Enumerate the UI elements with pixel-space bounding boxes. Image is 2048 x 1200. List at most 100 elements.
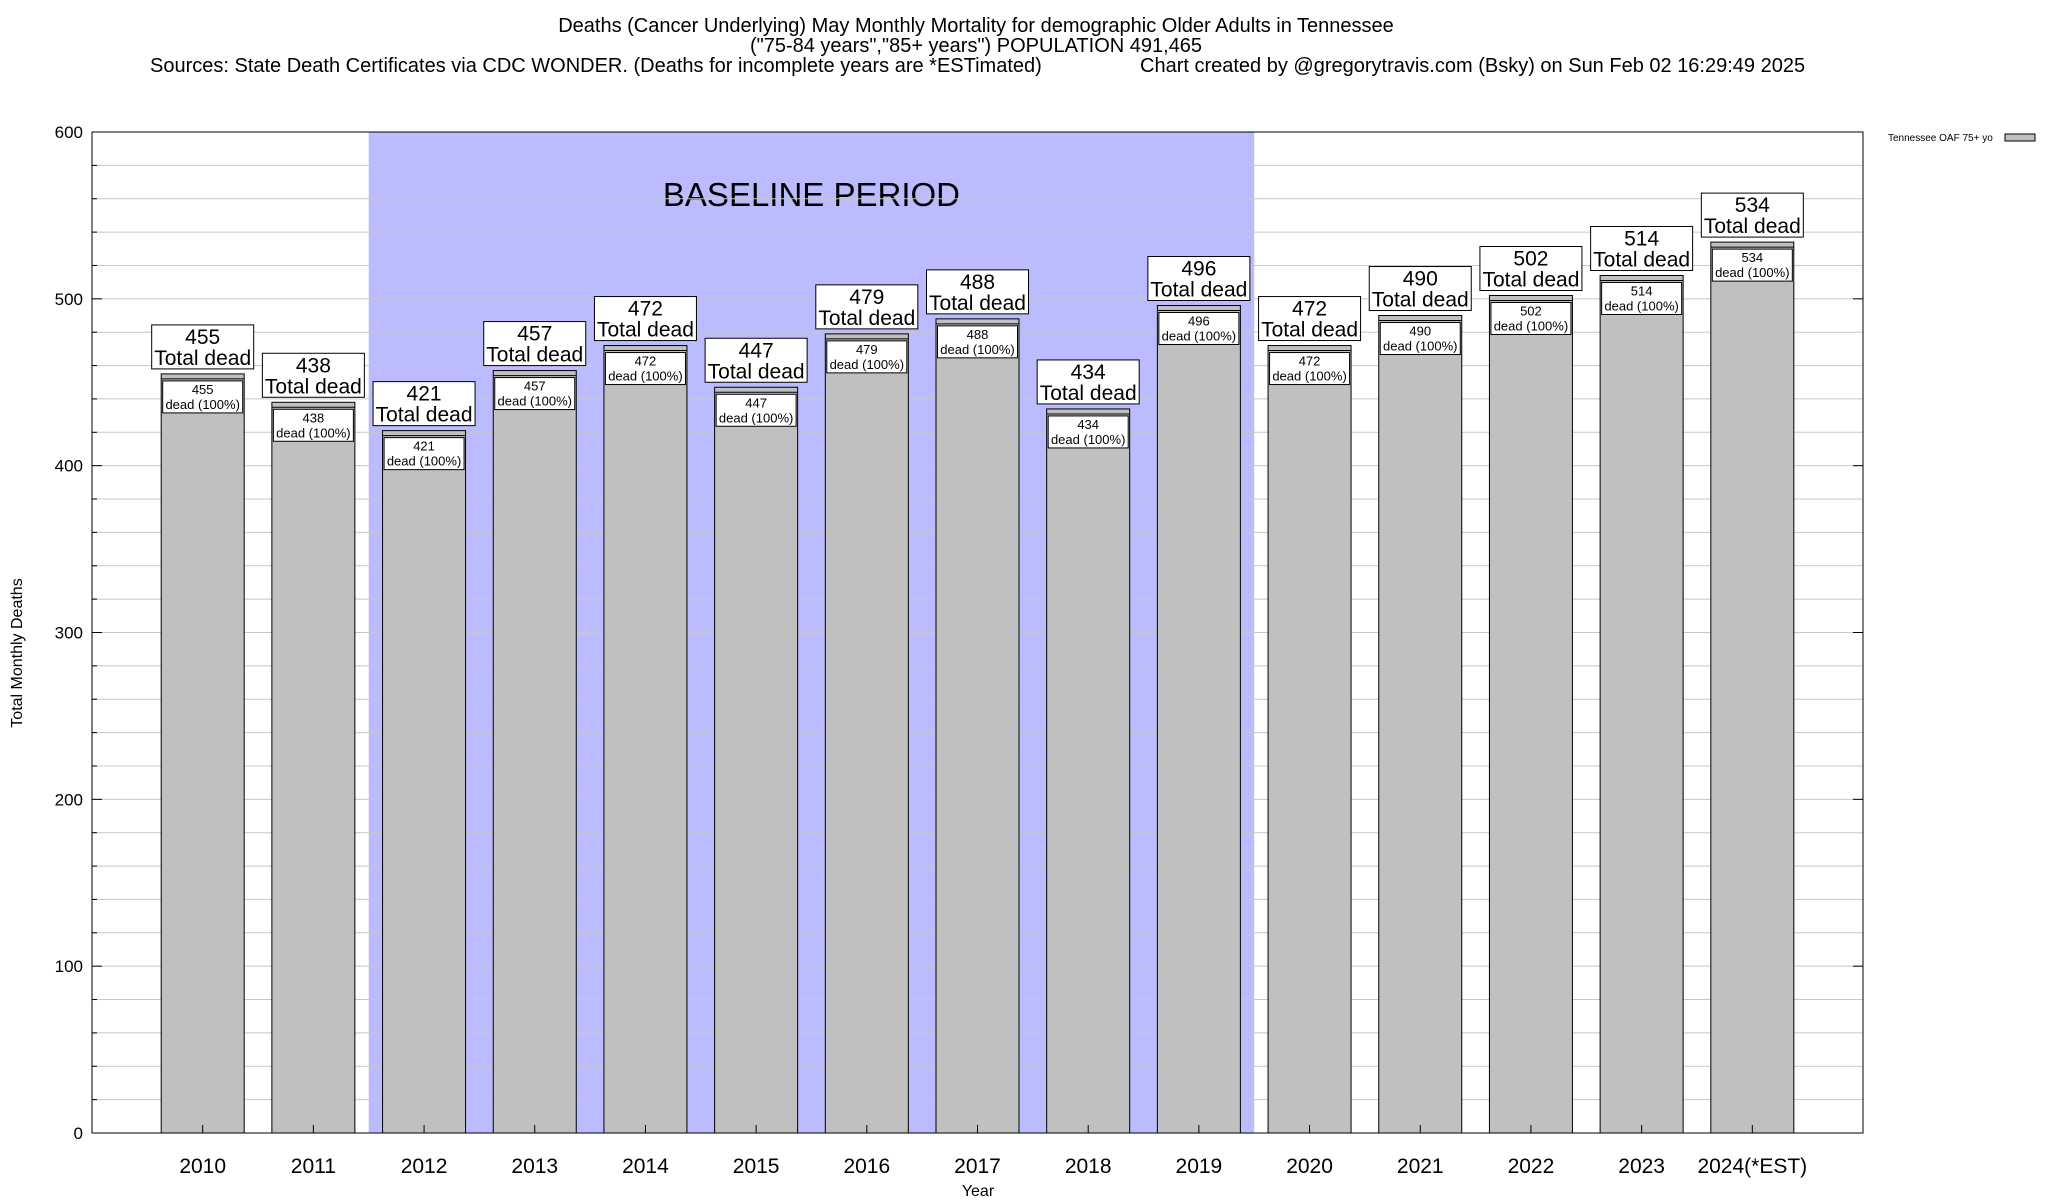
total-label-text: Total dead	[1704, 215, 1801, 238]
total-label-value: 488	[960, 271, 995, 294]
total-label-text: Total dead	[818, 307, 915, 330]
x-tick-label: 2019	[1176, 1155, 1223, 1178]
inner-label-text: dead (100%)	[608, 369, 682, 384]
total-label-box	[372, 381, 476, 427]
total-label-value: 514	[1624, 227, 1659, 250]
total-label-text: Total dead	[1482, 268, 1579, 291]
total-label-text: Total dead	[1040, 382, 1137, 405]
inner-label-text: dead (100%)	[1272, 369, 1346, 384]
chart-credit: Chart created by @gregorytravis.com (Bsk…	[1140, 55, 1805, 77]
total-label-box	[151, 324, 255, 370]
total-label-box	[261, 352, 365, 398]
inner-label-box	[1269, 352, 1351, 386]
inner-label-box	[715, 393, 797, 427]
total-label-text: Total dead	[1372, 289, 1469, 312]
inner-label-text: dead (100%)	[719, 410, 793, 425]
x-tick-label: 2015	[733, 1155, 780, 1178]
inner-label-value: 421	[413, 439, 435, 454]
inner-label-box	[1711, 248, 1793, 282]
total-label-text: Total dead	[486, 344, 583, 367]
inner-label-value: 514	[1631, 283, 1653, 298]
inner-label-text: dead (100%)	[387, 454, 461, 469]
inner-label-value: 472	[1299, 354, 1321, 369]
inner-label-value: 502	[1520, 303, 1542, 318]
inner-label-text: dead (100%)	[1604, 298, 1678, 313]
total-label-box	[1258, 296, 1362, 342]
total-label-value: 490	[1403, 268, 1438, 291]
total-label-box	[704, 337, 808, 383]
total-label-value: 434	[1071, 361, 1106, 384]
inner-label-text: dead (100%)	[498, 394, 572, 409]
legend-series-swatch	[2004, 133, 2036, 142]
total-label-text: Total dead	[708, 360, 805, 383]
y-tick-label: 0	[74, 1124, 83, 1143]
inner-label-box	[162, 380, 244, 414]
y-tick-label: 200	[55, 790, 83, 809]
inner-label-value: 479	[856, 342, 878, 357]
total-label-value: 472	[628, 298, 663, 321]
total-label-text: Total dead	[376, 404, 473, 427]
x-tick-label: 2022	[1508, 1155, 1555, 1178]
inner-label-value: 496	[1188, 314, 1210, 329]
baseline-period-label: BASELINE PERIOD	[663, 176, 960, 213]
y-tick-label: 500	[55, 290, 83, 309]
total-label-text: Total dead	[1593, 248, 1690, 271]
bar	[603, 345, 688, 1134]
total-label-box	[1479, 245, 1583, 291]
inner-label-box	[272, 408, 354, 442]
inner-label-value: 472	[635, 354, 657, 369]
y-tick-label: 600	[55, 123, 83, 142]
chart-title: Deaths (Cancer Underlying) May Monthly M…	[558, 15, 1394, 37]
chart-sources: Sources: State Death Certificates via CD…	[150, 55, 1042, 77]
inner-label-box	[1047, 415, 1129, 449]
x-tick-label: 2012	[401, 1155, 448, 1178]
inner-label-text: dead (100%)	[940, 342, 1014, 357]
total-label-text: Total dead	[154, 347, 251, 370]
total-label-box	[815, 284, 919, 330]
inner-label-box	[937, 325, 1018, 359]
x-tick-label: 2013	[511, 1155, 558, 1178]
x-tick-label: 2023	[1618, 1155, 1665, 1178]
x-tick-label: 2017	[954, 1155, 1001, 1178]
total-label-value: 447	[739, 339, 774, 362]
inner-label-text: dead (100%)	[276, 425, 350, 440]
bar	[271, 401, 356, 1134]
total-label-value: 472	[1292, 298, 1327, 321]
bar	[1599, 274, 1684, 1134]
x-tick-label: 2011	[291, 1155, 336, 1178]
inner-label-box	[1379, 322, 1461, 356]
total-label-text: Total dead	[597, 319, 694, 342]
inner-label-value: 438	[303, 410, 325, 425]
total-label-text: Total dead	[1261, 319, 1358, 342]
bar	[935, 318, 1020, 1134]
y-tick-label: 100	[55, 957, 83, 976]
inner-label-box	[494, 377, 576, 411]
inner-label-box	[604, 352, 686, 386]
inner-label-value: 488	[967, 327, 989, 342]
bar	[1046, 408, 1131, 1134]
y-axis-title: Total Monthly Deaths	[9, 578, 26, 727]
legend-series-label: Tennessee OAF 75+ yo	[1888, 133, 1993, 144]
total-label-text: Total dead	[929, 292, 1026, 315]
x-axis-title: Year	[962, 1183, 995, 1200]
inner-label-text: dead (100%)	[165, 397, 239, 412]
inner-label-text: dead (100%)	[830, 357, 904, 372]
total-label-box	[1147, 256, 1251, 302]
total-label-value: 438	[296, 354, 331, 377]
x-tick-label: 2016	[843, 1155, 890, 1178]
total-label-value: 479	[849, 286, 884, 309]
inner-label-box	[383, 437, 465, 471]
total-label-box	[1590, 225, 1694, 271]
x-tick-label: 2014	[622, 1155, 669, 1178]
total-label-box	[1036, 359, 1140, 405]
bar	[1267, 345, 1352, 1134]
inner-label-text: dead (100%)	[1494, 318, 1568, 333]
bar	[1710, 241, 1795, 1134]
total-label-box	[593, 296, 697, 342]
total-label-box	[1368, 266, 1472, 312]
total-label-value: 496	[1181, 258, 1216, 281]
total-label-box	[926, 269, 1029, 315]
bar	[160, 373, 245, 1134]
